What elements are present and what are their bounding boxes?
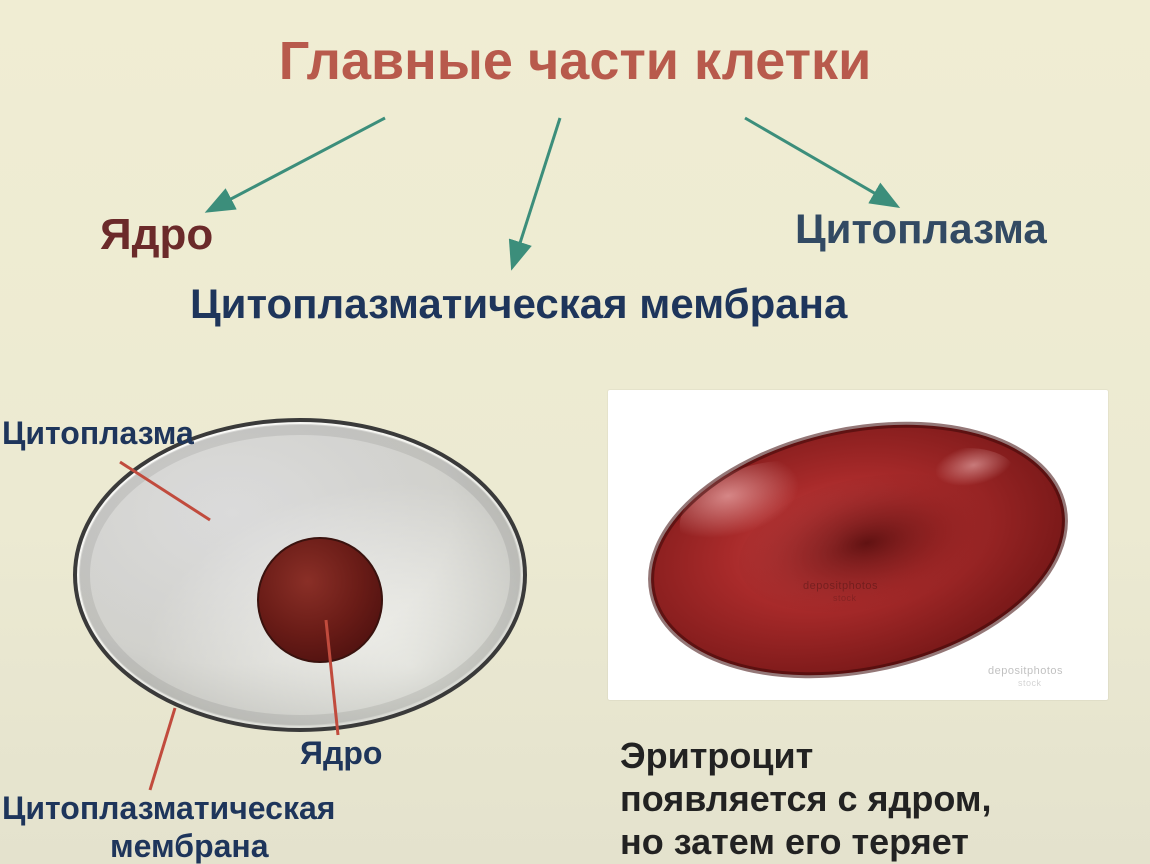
label-membrane-line2: мембрана (110, 828, 269, 864)
watermark-1b: stock (833, 593, 857, 603)
watermark-2: depositphotos (988, 665, 1063, 677)
erythrocyte-caption-line1: Эритроцит (620, 735, 813, 777)
erythrocyte-svg (608, 390, 1108, 700)
erythrocyte-caption-line3: но затем его теряет (620, 821, 969, 863)
stage: Главные части клетки Ядро Цитоплазма Цит… (0, 0, 1150, 864)
watermark-1: depositphotos (803, 580, 878, 592)
watermark-2b: stock (1018, 678, 1042, 688)
label-membrane-line1: Цитоплазматическая (2, 790, 335, 827)
callout-membrane-line (150, 708, 175, 790)
label-nucleus: Ядро (300, 735, 382, 772)
cell-nucleus (258, 538, 382, 662)
erythrocyte-panel: depositphotos stock depositphotos stock (608, 390, 1108, 700)
erythrocyte-caption-line2: появляется с ядром, (620, 778, 992, 820)
label-cytoplasm: Цитоплазма (2, 415, 194, 452)
